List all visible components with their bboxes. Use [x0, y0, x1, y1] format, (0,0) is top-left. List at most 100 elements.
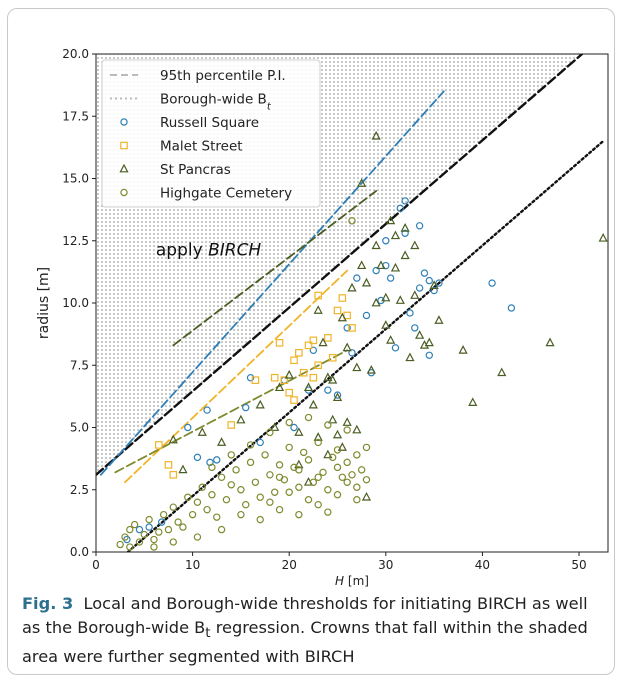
point-highgate-cemetery [275, 505, 284, 514]
y-tick-label: 15.0 [62, 172, 89, 186]
point-st-pancras [332, 429, 343, 439]
point-russell-square [406, 309, 414, 317]
point-highgate-cemetery [126, 525, 134, 534]
point-highgate-cemetery [314, 438, 322, 447]
point-malet-street [328, 353, 337, 362]
point-highgate-cemetery [232, 466, 240, 474]
point-st-pancras [400, 250, 410, 260]
point-russell-square [157, 518, 166, 526]
point-russell-square [213, 456, 221, 464]
point-malet-street [154, 441, 163, 449]
point-st-pancras [371, 297, 381, 307]
point-russell-square [333, 391, 342, 399]
point-st-pancras [294, 459, 304, 469]
point-highgate-cemetery [285, 443, 293, 452]
point-malet-street [295, 349, 303, 357]
point-malet-street [333, 306, 342, 315]
point-highgate-cemetery [150, 543, 158, 551]
point-malet-street [164, 461, 173, 469]
point-highgate-cemetery [246, 458, 255, 467]
point-highgate-cemetery [271, 488, 279, 496]
point-st-pancras [381, 320, 391, 329]
point-highgate-cemetery [295, 510, 303, 519]
point-highgate-cemetery [242, 500, 250, 509]
point-st-pancras [216, 437, 227, 446]
point-st-pancras [284, 369, 294, 379]
point-russell-square [411, 324, 419, 332]
legend-label-highgate-cemetery: Highgate Cemetery [160, 186, 292, 202]
point-highgate-cemetery [285, 488, 293, 496]
caption-line2-rest: regression. Crowns that fall within the … [210, 617, 588, 637]
y-tick-label: 0.0 [70, 545, 89, 559]
point-highgate-cemetery [338, 473, 347, 481]
point-highgate-cemetery [319, 468, 327, 477]
y-tick-label: 12.5 [62, 234, 89, 248]
point-highgate-cemetery [266, 471, 274, 479]
point-st-pancras [429, 280, 439, 289]
point-russell-square [362, 311, 371, 320]
point-russell-square [290, 423, 298, 432]
point-malet-street [227, 421, 236, 429]
point-st-pancras [410, 240, 420, 250]
point-st-pancras [381, 292, 391, 302]
point-highgate-cemetery [237, 486, 245, 494]
point-russell-square [420, 269, 429, 277]
point-highgate-cemetery [246, 441, 255, 449]
point-highgate-cemetery [227, 451, 235, 459]
point-highgate-cemetery [357, 466, 366, 474]
point-highgate-cemetery [184, 493, 192, 501]
point-highgate-cemetery [208, 491, 216, 499]
point-highgate-cemetery [353, 451, 361, 459]
point-st-pancras [347, 282, 357, 292]
caption-line2: as the Borough-wide B [22, 617, 206, 637]
point-st-pancras [197, 427, 207, 436]
figure-caption: Fig. 3 Local and Borough-wide thresholds… [22, 592, 608, 669]
x-tick-label: 0 [92, 558, 100, 572]
x-tick-label: 30 [378, 558, 393, 572]
point-highgate-cemetery [348, 471, 356, 479]
point-st-pancras [313, 432, 323, 441]
point-malet-street [290, 356, 298, 365]
y-tick-label: 2.5 [70, 483, 89, 497]
point-highgate-cemetery [266, 498, 274, 506]
point-russell-square [343, 324, 351, 332]
point-st-pancras [342, 417, 352, 426]
point-russell-square [203, 406, 211, 414]
point-st-pancras [415, 330, 425, 339]
point-highgate-cemetery [343, 458, 351, 467]
point-highgate-cemetery [275, 461, 284, 469]
point-russell-square [135, 525, 144, 534]
legend-marker-st-pancras [119, 163, 129, 173]
point-russell-square [425, 351, 433, 359]
y-tick-label: 10.0 [62, 296, 89, 310]
point-st-pancras [342, 342, 352, 352]
point-highgate-cemetery [256, 515, 264, 524]
point-russell-square [415, 222, 424, 230]
point-russell-square [507, 304, 516, 312]
point-highgate-cemetery [150, 535, 158, 544]
point-russell-square [391, 344, 400, 352]
point-highgate-cemetery [333, 446, 342, 454]
point-highgate-cemetery [333, 491, 342, 499]
point-highgate-cemetery [198, 483, 206, 491]
line-russell-pi [99, 90, 445, 476]
point-st-pancras [323, 449, 333, 459]
point-st-pancras [178, 464, 188, 474]
point-russell-square [242, 403, 250, 412]
x-axis-label: H [m] [335, 574, 369, 588]
point-highgate-cemetery [353, 496, 361, 504]
point-st-pancras [376, 260, 386, 270]
point-highgate-cemetery [328, 453, 337, 462]
point-highgate-cemetery [343, 478, 351, 486]
point-st-pancras [318, 337, 328, 347]
line-stpancras-pi [172, 190, 378, 347]
point-st-pancras [424, 337, 434, 347]
caption-line1: Local and Borough-wide thresholds for in… [83, 594, 588, 613]
point-st-pancras [371, 240, 381, 250]
point-st-pancras [390, 262, 401, 272]
point-malet-street [290, 396, 298, 404]
legend-marker-highgate-cemetery [120, 188, 128, 197]
point-st-pancras [352, 424, 362, 434]
point-highgate-cemetery [164, 525, 173, 534]
point-highgate-cemetery [362, 476, 371, 484]
